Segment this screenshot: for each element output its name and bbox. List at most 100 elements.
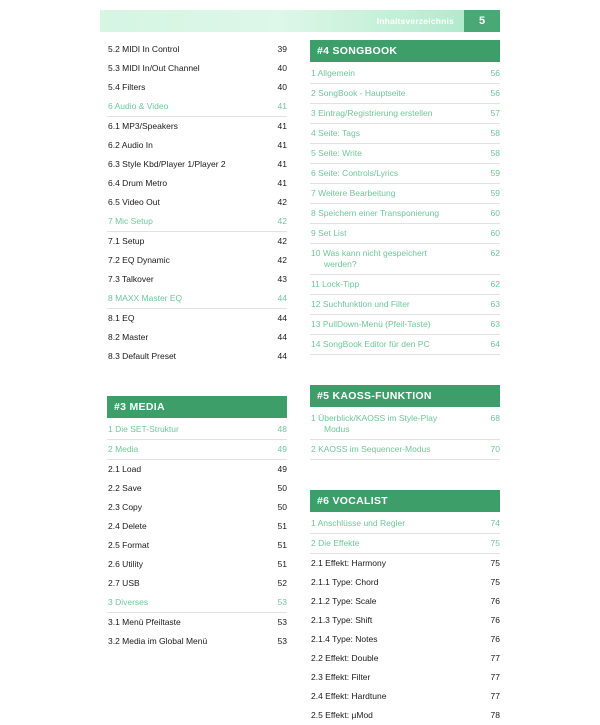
toc-entry-5-seite-write[interactable]: 5 Seite: Write 58 [310, 144, 500, 164]
toc-entry-label: 8 MAXX Master EQ [108, 293, 273, 304]
toc-entry-2-songbook-hauptseite[interactable]: 2 SongBook - Hauptseite 56 [310, 84, 500, 104]
toc-entry-6-5-video-out[interactable]: 6.5 Video Out 42 [107, 193, 287, 212]
toc-entry-page-number: 49 [277, 464, 287, 474]
toc-entry-2-2-save[interactable]: 2.2 Save 50 [107, 479, 287, 498]
toc-entry-label-text: 6.2 Audio In [108, 140, 153, 150]
toc-entry-3-2-media-im-global-men[interactable]: 3.2 Media im Global Menü 53 [107, 632, 287, 651]
toc-entry-4-seite-tags[interactable]: 4 Seite: Tags 58 [310, 124, 500, 144]
toc-entry-page-number: 39 [277, 44, 287, 54]
toc-entry-5-2-midi-in-control[interactable]: 5.2 MIDI In Control 39 [107, 40, 287, 59]
toc-entry-3-eintrag-registrierung-erstellen[interactable]: 3 Eintrag/Registrierung erstellen 57 [310, 104, 500, 124]
toc-entry-label-text: 8 Speichern einer Transponierung [311, 208, 440, 218]
section-spacer [310, 460, 500, 490]
toc-entry-2-1-4-type-notes[interactable]: 2.1.4 Type: Notes 76 [310, 630, 500, 649]
toc-entry-label-text: 2.6 Utility [108, 559, 143, 569]
toc-entry-label: 2.7 USB [108, 578, 273, 589]
toc-entry-label: 12 Suchfunktion und Filter [311, 299, 486, 310]
toc-entry-label: 7.1 Setup [108, 236, 273, 247]
toc-entry-2-4-delete[interactable]: 2.4 Delete 51 [107, 517, 287, 536]
toc-entry-label-text: 2.3 Effekt: Filter [311, 672, 371, 682]
toc-entry-6-audio-video[interactable]: 6 Audio & Video 41 [107, 97, 287, 117]
toc-entry-page-number: 53 [277, 617, 287, 627]
toc-entry-label-text: 2.2 Save [108, 483, 142, 493]
toc-entry-label: 2 Media [108, 444, 273, 455]
toc-entry-page-number: 50 [277, 502, 287, 512]
toc-entry-12-suchfunktion-und-filter[interactable]: 12 Suchfunktion und Filter 63 [310, 295, 500, 315]
toc-entry-2-7-usb[interactable]: 2.7 USB 52 [107, 574, 287, 593]
toc-entry-label: 1 Überblick/KAOSS im Style-Play Modus [311, 413, 486, 435]
toc-entry-3-1-men-pfeiltaste[interactable]: 3.1 Menü Pfeiltaste 53 [107, 613, 287, 632]
toc-entry-page-number: 40 [277, 63, 287, 73]
toc-entry-5-4-filters[interactable]: 5.4 Filters 40 [107, 78, 287, 97]
toc-entry-2-2-effekt-double[interactable]: 2.2 Effekt: Double 77 [310, 649, 500, 668]
toc-entry-page-number: 56 [490, 68, 500, 78]
banner-title: Inhaltsverzeichnis [376, 16, 454, 26]
toc-entry-label: 2.3 Effekt: Filter [311, 672, 486, 683]
toc-entry-label-text: 14 SongBook Editor für den PC [311, 339, 430, 349]
toc-entry-label: 2.5 Effekt: µMod [311, 710, 486, 721]
toc-entry-1-die-set-struktur[interactable]: 1 Die SET-Struktur 48 [107, 420, 287, 440]
toc-entry-1-berblick-kaoss-im-style-play[interactable]: 1 Überblick/KAOSS im Style-Play Modus 68 [310, 409, 500, 440]
toc-entry-2-6-utility[interactable]: 2.6 Utility 51 [107, 555, 287, 574]
toc-entry-label-continuation: werden? [324, 259, 357, 269]
toc-entry-7-2-eq-dynamic[interactable]: 7.2 EQ Dynamic 42 [107, 251, 287, 270]
toc-entry-8-3-default-preset[interactable]: 8.3 Default Preset 44 [107, 347, 287, 366]
toc-entry-8-maxx-master-eq[interactable]: 8 MAXX Master EQ 44 [107, 289, 287, 309]
toc-entry-label: 2.2 Effekt: Double [311, 653, 486, 664]
toc-entry-6-3-style-kbd-player-1-player-2[interactable]: 6.3 Style Kbd/Player 1/Player 2 41 [107, 155, 287, 174]
toc-entry-6-1-mp3-speakers[interactable]: 6.1 MP3/Speakers 41 [107, 117, 287, 136]
toc-entry-2-5-effekt-mod[interactable]: 2.5 Effekt: µMod 78 [310, 706, 500, 725]
toc-entry-2-3-copy[interactable]: 2.3 Copy 50 [107, 498, 287, 517]
toc-entry-label-text: 2.1.1 Type: Chord [311, 577, 379, 587]
toc-entry-label: 8.3 Default Preset [108, 351, 273, 362]
toc-entry-label-text: 1 Überblick/KAOSS im Style-Play [311, 413, 438, 423]
toc-entry-8-speichern-einer-transponierung[interactable]: 8 Speichern einer Transponierung 60 [310, 204, 500, 224]
toc-entry-page-number: 64 [490, 339, 500, 349]
toc-entry-5-3-midi-in-out-channel[interactable]: 5.3 MIDI In/Out Channel 40 [107, 59, 287, 78]
toc-entry-page-number: 51 [277, 521, 287, 531]
toc-entry-6-seite-controls-lyrics[interactable]: 6 Seite: Controls/Lyrics 59 [310, 164, 500, 184]
toc-entry-2-die-effekte[interactable]: 2 Die Effekte 75 [310, 534, 500, 554]
toc-entry-2-1-3-type-shift[interactable]: 2.1.3 Type: Shift 76 [310, 611, 500, 630]
toc-entry-label-text: 2 Die Effekte [311, 538, 360, 548]
toc-entry-1-allgemein[interactable]: 1 Allgemein 56 [310, 64, 500, 84]
toc-entry-2-1-effekt-harmony[interactable]: 2.1 Effekt: Harmony 75 [310, 554, 500, 573]
toc-entry-7-mic-setup[interactable]: 7 Mic Setup 42 [107, 212, 287, 232]
toc-entry-7-weitere-bearbeitung[interactable]: 7 Weitere Bearbeitung 59 [310, 184, 500, 204]
toc-entry-14-songbook-editor-f-r-den-pc[interactable]: 14 SongBook Editor für den PC 64 [310, 335, 500, 355]
toc-entry-7-1-setup[interactable]: 7.1 Setup 42 [107, 232, 287, 251]
toc-entry-9-set-list[interactable]: 9 Set List 60 [310, 224, 500, 244]
toc-entry-label: 2.2 Save [108, 483, 273, 494]
toc-entry-label: 2 SongBook - Hauptseite [311, 88, 486, 99]
toc-entry-label: 6.2 Audio In [108, 140, 273, 151]
toc-entry-2-5-format[interactable]: 2.5 Format 51 [107, 536, 287, 555]
toc-entry-page-number: 70 [490, 444, 500, 454]
toc-entry-7-3-talkover[interactable]: 7.3 Talkover 43 [107, 270, 287, 289]
toc-entry-2-kaoss-im-sequencer-modus[interactable]: 2 KAOSS im Sequencer-Modus 70 [310, 440, 500, 460]
toc-entry-11-lock-tipp[interactable]: 11 Lock-Tipp 62 [310, 275, 500, 295]
toc-entry-8-1-eq[interactable]: 8.1 EQ 44 [107, 309, 287, 328]
toc-entry-label: 6 Seite: Controls/Lyrics [311, 168, 486, 179]
toc-entry-1-anschl-sse-und-regler[interactable]: 1 Anschlüsse und Regler 74 [310, 514, 500, 534]
toc-entry-10-was-kann-nicht-gespeichert[interactable]: 10 Was kann nicht gespeichert werden? 62 [310, 244, 500, 275]
toc-entry-2-1-2-type-scale[interactable]: 2.1.2 Type: Scale 76 [310, 592, 500, 611]
toc-entry-label: 2.1 Load [108, 464, 273, 475]
toc-entry-label: 3.2 Media im Global Menü [108, 636, 273, 647]
toc-entry-6-4-drum-metro[interactable]: 6.4 Drum Metro 41 [107, 174, 287, 193]
toc-entry-2-1-load[interactable]: 2.1 Load 49 [107, 460, 287, 479]
toc-entry-2-1-1-type-chord[interactable]: 2.1.1 Type: Chord 75 [310, 573, 500, 592]
toc-entry-8-2-master[interactable]: 8.2 Master 44 [107, 328, 287, 347]
toc-entry-page-number: 74 [490, 518, 500, 528]
toc-entry-2-4-effekt-hardtune[interactable]: 2.4 Effekt: Hardtune 77 [310, 687, 500, 706]
toc-entry-label: 3.1 Menü Pfeiltaste [108, 617, 273, 628]
toc-entry-6-2-audio-in[interactable]: 6.2 Audio In 41 [107, 136, 287, 155]
toc-entry-3-diverses[interactable]: 3 Diverses 53 [107, 593, 287, 613]
page-banner: Inhaltsverzeichnis 5 [100, 10, 500, 32]
toc-entry-13-pulldown-men-pfeil-taste[interactable]: 13 PullDown-Menü (Pfeil-Taste) 63 [310, 315, 500, 335]
toc-entry-label: 2.1.4 Type: Notes [311, 634, 486, 645]
toc-entry-2-media[interactable]: 2 Media 49 [107, 440, 287, 460]
toc-entry-2-3-effekt-filter[interactable]: 2.3 Effekt: Filter 77 [310, 668, 500, 687]
toc-entry-label-continuation: Modus [324, 424, 350, 434]
toc-entry-label-text: 8.2 Master [108, 332, 149, 342]
toc-entry-label: 2 KAOSS im Sequencer-Modus [311, 444, 486, 455]
